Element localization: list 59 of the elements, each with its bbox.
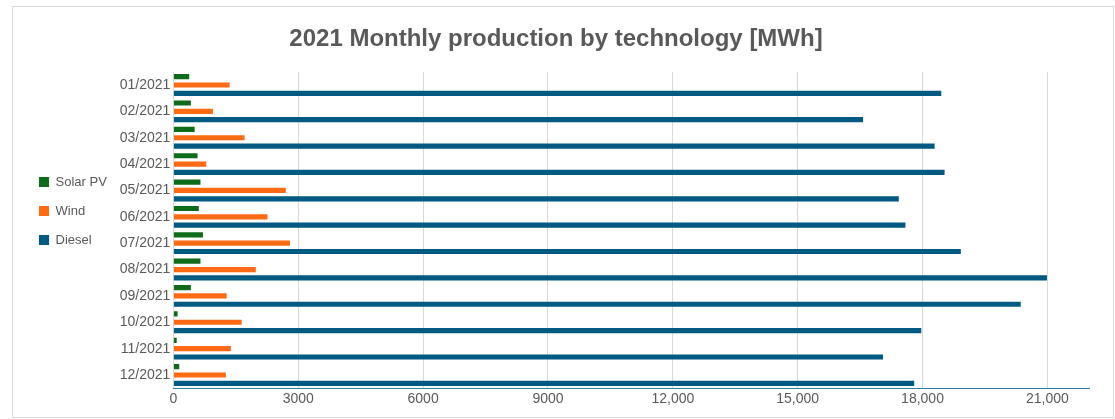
bar [173, 293, 227, 299]
y-tick-label: 12/2021 [119, 365, 171, 382]
y-tick-label: 06/2021 [119, 207, 171, 224]
y-tick-label: 05/2021 [119, 181, 171, 198]
x-tick-label: 12,000 [651, 390, 695, 407]
y-tick-label: 02/2021 [119, 102, 171, 119]
bar [173, 275, 1047, 281]
bar [173, 346, 231, 352]
x-tick-label: 21,000 [1025, 390, 1069, 407]
bar [173, 284, 191, 291]
legend-label: Solar PV [55, 173, 108, 189]
bar [173, 232, 203, 238]
bar [173, 258, 201, 264]
y-tick-label: 01/2021 [119, 75, 171, 92]
x-tick-label: 18,000 [901, 390, 945, 407]
y-tick-label: 04/2021 [119, 154, 171, 171]
bar [173, 205, 199, 212]
y-tick-label: 09/2021 [119, 286, 171, 303]
x-tick-label: 3000 [282, 390, 315, 407]
bar [173, 354, 883, 360]
bar [173, 248, 961, 255]
bar [173, 117, 864, 123]
bar [173, 90, 942, 96]
x-tick-label: 15,000 [776, 390, 820, 407]
y-tick-label: 08/2021 [119, 260, 171, 277]
bar [173, 143, 935, 149]
legend-label: Diesel [55, 231, 92, 247]
bar [173, 82, 230, 88]
bar [173, 311, 178, 317]
bar [173, 266, 256, 273]
chart-title: 2021 Monthly production by technology [MWh] [289, 24, 823, 52]
bar [173, 301, 1021, 307]
bar [173, 319, 242, 325]
y-tick-label: 07/2021 [119, 234, 171, 251]
bar [173, 100, 191, 106]
bar [173, 240, 290, 246]
y-tick-label: 11/2021 [120, 339, 171, 356]
bar [173, 108, 213, 114]
bar [173, 196, 899, 202]
bar [173, 179, 201, 185]
bar [173, 135, 245, 141]
bar [173, 214, 268, 220]
bar [173, 222, 906, 228]
bar [173, 328, 922, 334]
y-tick-label: 10/2021 [119, 313, 171, 330]
x-tick-label: 0 [169, 390, 178, 407]
bar [173, 337, 177, 343]
bar [173, 372, 226, 378]
bar [173, 380, 915, 386]
bar [173, 169, 945, 176]
bar [173, 126, 195, 132]
bar [173, 187, 286, 194]
bar [173, 74, 190, 80]
y-tick-label: 03/2021 [119, 128, 171, 145]
x-tick-label: 9000 [532, 390, 564, 407]
bar [173, 161, 207, 167]
bar [173, 153, 198, 159]
legend-label: Wind [55, 202, 86, 218]
x-tick-label: 6000 [407, 390, 439, 407]
